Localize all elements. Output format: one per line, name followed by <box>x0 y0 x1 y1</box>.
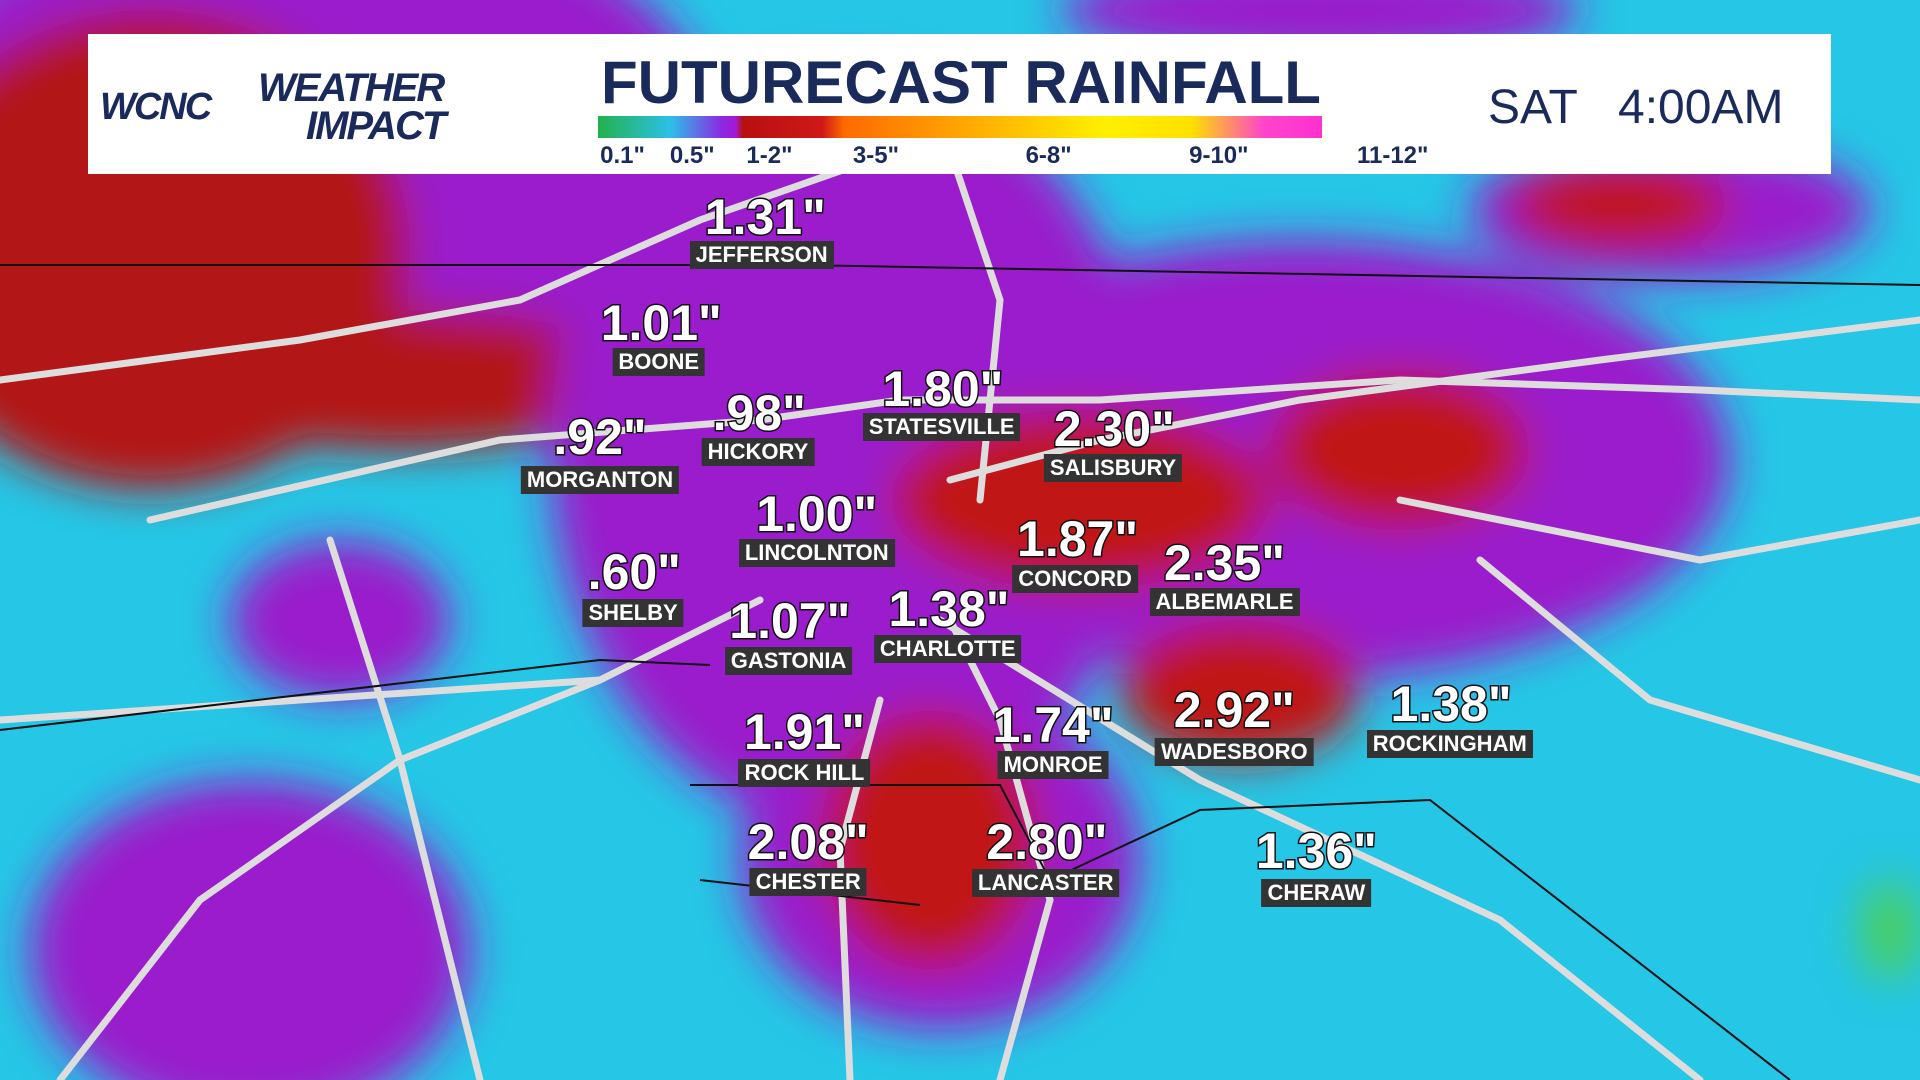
city-rainfall: 1.38" <box>887 579 1011 638</box>
city-name: ROCKINGHAM <box>1366 730 1533 759</box>
city-rainfall: 1.74" <box>991 695 1115 754</box>
city-rainfall: 1.36" <box>1254 822 1378 881</box>
city-rainfall: 1.80" <box>881 360 1005 419</box>
city-name: BOONE <box>612 348 706 377</box>
brand-logo: WCNC <box>100 86 212 128</box>
city-rainfall: .98" <box>711 383 807 442</box>
city-name: ALBEMARLE <box>1149 588 1300 617</box>
city-rainfall: 1.91" <box>742 703 866 762</box>
city-name: JEFFERSON <box>689 240 834 269</box>
city-name: LINCOLNTON <box>738 539 895 568</box>
legend-label: 6-8" <box>1025 142 1072 169</box>
city-name: CHESTER <box>749 867 867 896</box>
city-rainfall: 1.38" <box>1389 675 1513 734</box>
city-name: CHERAW <box>1261 878 1372 907</box>
city-rainfall: .92" <box>552 408 648 467</box>
city-rainfall: 2.35" <box>1162 534 1286 593</box>
city-rainfall: 2.30" <box>1052 399 1176 458</box>
city-name: WADESBORO <box>1154 737 1314 766</box>
city-rainfall: 2.80" <box>985 813 1109 872</box>
city-name: CONCORD <box>1012 565 1138 594</box>
city-name: GASTONIA <box>724 647 853 676</box>
time: 4:00AM <box>1618 81 1784 134</box>
legend-label: 11-12" <box>1356 142 1429 169</box>
city-rainfall: 1.01" <box>599 294 723 353</box>
city-name: SALISBURY <box>1043 453 1183 482</box>
day: SAT <box>1488 81 1578 134</box>
legend-label: 9-10" <box>1189 142 1249 169</box>
city-name: MONROE <box>997 751 1109 780</box>
legend-gradient <box>598 116 1322 138</box>
city-name: SHELBY <box>582 599 684 628</box>
legend-label: 3-5" <box>852 142 899 169</box>
brand-impact: IMPACT <box>306 104 446 148</box>
city-name: HICKORY <box>701 437 815 466</box>
city-rainfall: 2.92" <box>1172 681 1296 740</box>
city-rainfall: 1.07" <box>728 591 852 650</box>
city-name: MORGANTON <box>520 466 680 494</box>
city-name: ROCK HILL <box>738 758 871 787</box>
header-banner: WCNC WEATHER IMPACT FUTURECAST RAINFALL … <box>88 34 1831 174</box>
legend-label: 0.5" <box>669 142 715 169</box>
city-rainfall: 1.31" <box>703 187 827 246</box>
city-name: STATESVILLE <box>862 413 1021 442</box>
city-name: LANCASTER <box>971 868 1120 897</box>
city-name: CHARLOTTE <box>873 634 1022 663</box>
title: FUTURECAST RAINFALL <box>601 49 1321 116</box>
city-rainfall: 1.87" <box>1016 509 1140 568</box>
legend-label: 1-2" <box>746 142 793 169</box>
brand-weather: WEATHER <box>258 66 445 110</box>
city-rainfall: 2.08" <box>746 813 870 872</box>
city-rainfall: 1.00" <box>755 485 879 544</box>
roads <box>0 106 1920 1080</box>
city-rainfall: .60" <box>586 542 682 601</box>
legend-label: 0.1" <box>600 142 645 169</box>
